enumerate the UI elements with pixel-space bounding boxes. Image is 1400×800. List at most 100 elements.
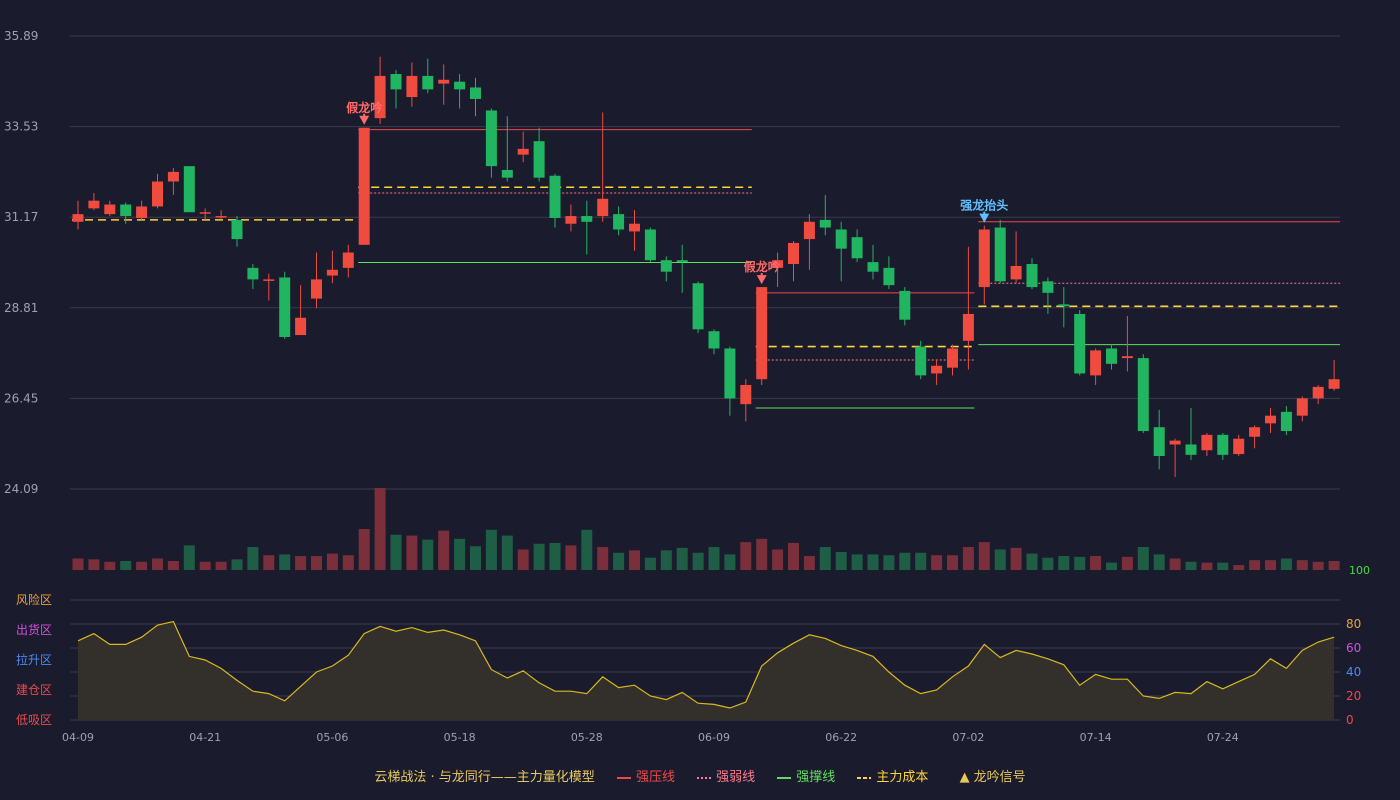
candle-body [899,290,911,320]
legend-item-support[interactable]: 强撑线 [777,770,835,785]
volume-bar [390,534,402,570]
legend-label: 龙吟信号 [973,770,1026,785]
volume-bar [263,555,275,570]
volume-bar [247,547,259,570]
volume-bar [1312,561,1324,570]
candle-body [1074,313,1086,374]
volume-bar [660,550,672,570]
candle-body [1296,398,1308,416]
candle-body [1042,281,1054,293]
volume-bar [565,545,577,570]
candle-body [1217,434,1229,455]
candle-body [1265,415,1276,424]
volume-bar [867,554,879,570]
legend-item-cost[interactable]: 主力成本 [857,770,928,785]
candle-body [1185,444,1197,455]
volume-bar [724,554,736,570]
candle-body [883,267,895,286]
volume-bar [1153,554,1165,570]
volume-bar [72,558,84,570]
osc-tick-label: 40 [1346,665,1361,679]
volume-bar [454,538,466,570]
volume-bar [136,561,148,570]
volume-bar [1201,562,1213,570]
volume-bar [1106,562,1117,570]
candle-body [311,279,322,299]
candle-body [962,313,974,341]
volume-bar [167,560,179,570]
solid-line-icon [777,776,792,779]
candle-body [994,227,1006,282]
volume-bar [422,539,434,570]
legend-item-signal[interactable]: ▲ 龙吟信号 [951,770,1026,785]
volume-bar [692,552,704,570]
candle-body [724,348,736,399]
candle-body [501,169,513,178]
x-tick-label: 06-09 [698,731,730,744]
y-tick-label: 35.89 [4,29,38,43]
x-tick-label: 05-18 [444,731,476,744]
volume-bar [740,542,752,570]
osc-tick-label: 20 [1346,689,1361,703]
candle-body [1106,348,1117,364]
volume-bar [517,549,529,570]
zone-label: 出货区 [16,622,52,637]
candle-body [1328,379,1340,389]
volume-bar [88,559,100,570]
volume-bar [199,561,211,570]
volume-bar [374,488,386,570]
candle-body [692,283,704,330]
candle-body [613,214,625,230]
volume-bar [1169,558,1181,570]
volume-bar [501,535,513,570]
volume-bar [311,556,322,570]
volume-bar [1042,557,1054,570]
candle-body [644,229,656,261]
x-tick-label: 07-14 [1080,731,1112,744]
legend-label: 强压线 [635,770,675,785]
candle-body [295,317,307,336]
volume-bar [1137,547,1149,570]
signal-label: 假龙吟 [346,100,382,115]
candle-body [629,223,640,232]
zone-label: 建仓区 [16,683,52,697]
candle-body [978,229,990,288]
candle-body [326,269,338,276]
legend-item-strong-pressure[interactable]: 强压线 [616,770,675,785]
legend-label: 强撑线 [796,770,836,785]
volume-bar [485,529,497,570]
candle-body [152,181,163,207]
volume-bar [1090,556,1102,570]
volume-bar [1328,560,1340,570]
volume-bar [947,555,958,570]
candle-body [1090,350,1102,376]
volume-bar [1121,556,1133,570]
candle-body [454,81,466,90]
volume-bar [851,554,863,570]
candle-body [390,74,402,90]
volume-bar [1058,556,1070,570]
candle-body [1169,440,1181,445]
volume-bar [629,550,640,570]
osc-tick-label: 80 [1346,617,1361,631]
signal-arrow-icon [979,213,990,223]
candle-body [517,148,529,155]
volume-bar [803,556,815,570]
candle-body [1201,434,1213,451]
triangle-icon: ▲ [959,770,970,785]
signal-arrow-icon [359,115,370,125]
x-tick-label: 05-06 [316,731,348,744]
candle-body [374,75,386,119]
candle-body [756,287,768,380]
volume-bar [597,547,609,570]
legend-item-weak[interactable]: 强弱线 [697,770,755,785]
candle-body [915,346,927,376]
volume-bar [915,552,927,570]
volume-bar [613,552,625,570]
osc-area [78,621,1335,720]
volume-bar [342,555,354,570]
candle-body [231,219,243,240]
volume-bar [756,538,768,570]
x-tick-label: 04-21 [189,731,221,744]
